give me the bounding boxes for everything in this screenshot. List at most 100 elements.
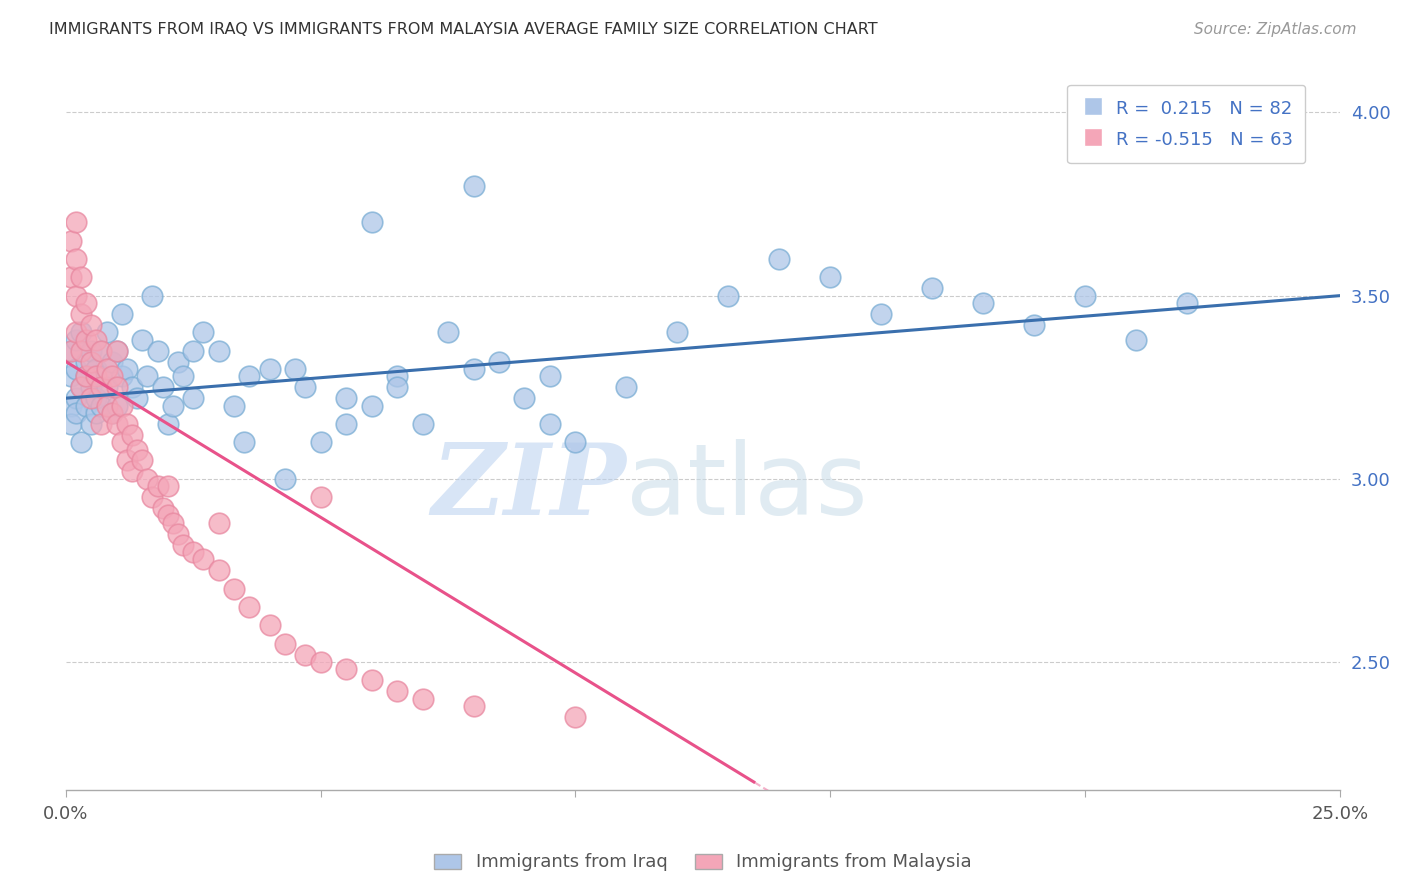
Point [70, 380, 93, 394]
Point [86, 333, 108, 347]
Point [152, 380, 174, 394]
Point [100, 369, 122, 384]
Point [181, 343, 204, 358]
Point [136, 472, 159, 486]
Point [193, 552, 215, 566]
Point [65, 333, 87, 347]
Point [167, 526, 190, 541]
Point [59, 270, 82, 285]
Point [100, 354, 122, 368]
Point [65, 326, 87, 340]
Point [513, 391, 536, 405]
Point [80, 343, 103, 358]
Point [309, 490, 332, 504]
Point [167, 354, 190, 368]
Point [972, 296, 994, 310]
Point [70, 307, 93, 321]
Point [90, 417, 112, 431]
Point [65, 391, 87, 405]
Point [80, 380, 103, 394]
Point [105, 417, 128, 431]
Point [70, 435, 93, 450]
Point [75, 399, 97, 413]
Point [90, 343, 112, 358]
Point [105, 343, 128, 358]
Text: atlas: atlas [627, 439, 868, 535]
Point [152, 501, 174, 516]
Point [111, 307, 134, 321]
Point [121, 428, 143, 442]
Point [96, 362, 118, 376]
Point [86, 362, 108, 376]
Point [820, 270, 842, 285]
Point [90, 343, 112, 358]
Point [181, 545, 204, 559]
Point [274, 472, 297, 486]
Text: IMMIGRANTS FROM IRAQ VS IMMIGRANTS FROM MALAYSIA AVERAGE FAMILY SIZE CORRELATION: IMMIGRANTS FROM IRAQ VS IMMIGRANTS FROM … [49, 22, 877, 37]
Point [156, 479, 179, 493]
Point [70, 380, 93, 394]
Point [360, 673, 382, 688]
Point [80, 318, 103, 332]
Point [70, 270, 93, 285]
Point [309, 435, 332, 450]
Point [208, 563, 231, 577]
Point [59, 343, 82, 358]
Point [105, 343, 128, 358]
Point [111, 369, 134, 384]
Point [75, 354, 97, 368]
Point [233, 435, 256, 450]
Point [463, 178, 485, 193]
Point [222, 399, 245, 413]
Point [59, 369, 82, 384]
Point [335, 391, 357, 405]
Point [146, 343, 169, 358]
Point [666, 326, 689, 340]
Point [616, 380, 638, 394]
Point [274, 637, 297, 651]
Point [156, 508, 179, 523]
Point [75, 369, 97, 384]
Point [259, 618, 281, 632]
Point [121, 465, 143, 479]
Point [100, 406, 122, 420]
Point [111, 435, 134, 450]
Point [80, 417, 103, 431]
Point [127, 442, 149, 457]
Point [181, 391, 204, 405]
Point [146, 479, 169, 493]
Point [717, 288, 740, 302]
Point [136, 369, 159, 384]
Point [463, 698, 485, 713]
Point [238, 369, 260, 384]
Point [70, 343, 93, 358]
Point [538, 417, 561, 431]
Point [412, 417, 434, 431]
Point [208, 516, 231, 530]
Point [105, 380, 128, 394]
Point [59, 399, 82, 413]
Point [385, 684, 408, 698]
Point [309, 655, 332, 669]
Point [80, 391, 103, 405]
Point [59, 343, 82, 358]
Point [538, 369, 561, 384]
Point [294, 648, 316, 662]
Legend: R =  0.215   N = 82, R = -0.515   N = 63: R = 0.215 N = 82, R = -0.515 N = 63 [1067, 85, 1305, 163]
Point [90, 369, 112, 384]
Point [193, 326, 215, 340]
Point [121, 380, 143, 394]
Point [412, 691, 434, 706]
Point [75, 369, 97, 384]
Point [564, 710, 586, 724]
Point [131, 453, 153, 467]
Text: ZIP: ZIP [432, 439, 627, 535]
Point [86, 391, 108, 405]
Point [86, 369, 108, 384]
Point [768, 252, 790, 266]
Point [65, 288, 87, 302]
Point [65, 362, 87, 376]
Point [127, 391, 149, 405]
Point [70, 326, 93, 340]
Point [1074, 288, 1097, 302]
